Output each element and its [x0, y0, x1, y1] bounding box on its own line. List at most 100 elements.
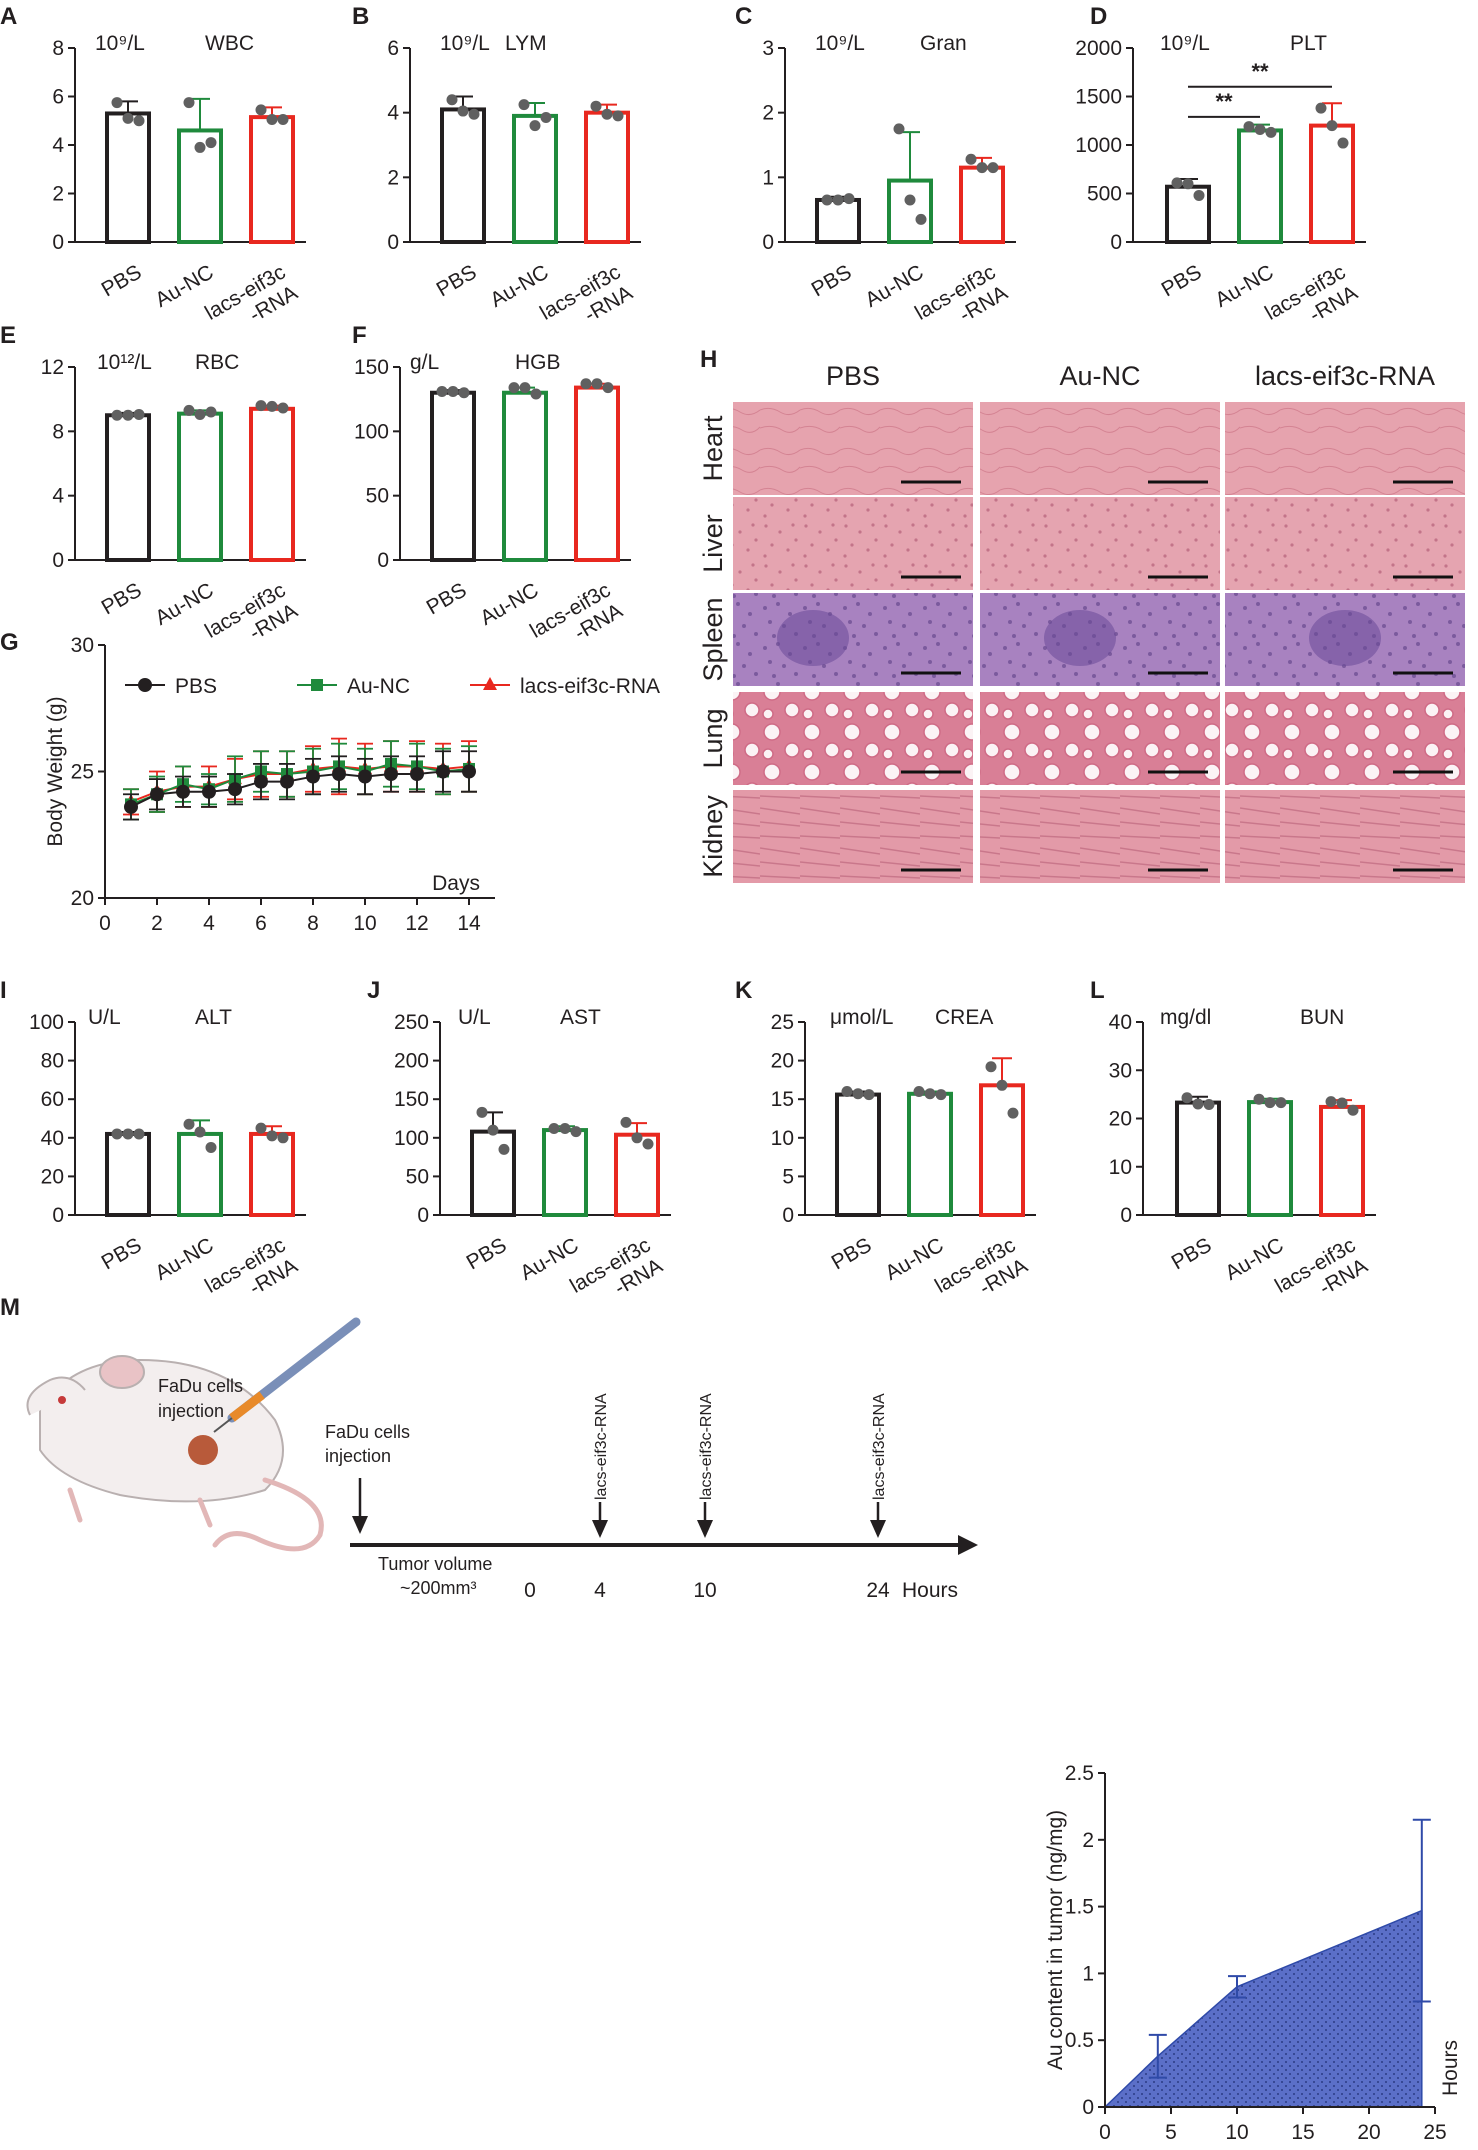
category-label-I-2: lacs-eif3c-RNA: [201, 1234, 301, 1300]
bar-L-0: [1175, 1100, 1221, 1218]
histology-column-label-0: PBS: [826, 361, 880, 391]
panel-letter-H: H: [700, 346, 717, 373]
panel-letter-K: K: [735, 977, 753, 1004]
y-tick-label: 0: [1082, 2096, 1094, 2119]
y-tick-label: 1: [762, 166, 774, 189]
x-tick-label: 2: [151, 912, 163, 935]
panel-letter-M: M: [0, 1294, 20, 1321]
bar-F-1: [502, 390, 548, 562]
series-point-pbs: [254, 774, 268, 789]
data-point: [133, 1128, 145, 1140]
data-point: [852, 1088, 864, 1100]
data-point: [904, 194, 916, 206]
category-label-E-2: lacs-eif3c-RNA: [201, 579, 301, 645]
unit-label-D: 10⁹/L: [1160, 32, 1210, 55]
injection-label-line1: FaDu cells: [325, 1422, 410, 1442]
x-tick-label: 14: [457, 912, 481, 935]
y-tick-label: 0: [52, 549, 64, 572]
y-tick-label: 10: [1109, 1156, 1132, 1179]
y-tick-label: 5: [782, 1165, 794, 1188]
dose-label-0: lacs-eif3c-RNA: [593, 1393, 610, 1500]
data-point: [843, 193, 855, 205]
legend-marker: [311, 679, 323, 691]
histology-image-liver-1: [980, 497, 1220, 590]
data-point: [518, 99, 530, 111]
legend-G: PBS Au-NC lacs-eif3c-RNA: [125, 675, 660, 698]
y-tick-label: 0: [1110, 231, 1122, 254]
dose-arrow-head: [697, 1520, 713, 1538]
x-tick-label: 15: [1291, 2121, 1314, 2144]
y-tick-label: 6: [387, 37, 399, 60]
y-tick-label: 2.5: [1065, 1762, 1094, 1785]
category-label-J-0: PBS: [463, 1234, 511, 1275]
y-tick-label: 2: [387, 166, 399, 189]
data-point: [447, 385, 459, 397]
bar-C-2: [959, 165, 1005, 244]
y-tick-label: 150: [394, 1088, 429, 1111]
category-text: PBS: [828, 1234, 876, 1275]
histology-row-label-4: Kidney: [698, 795, 728, 878]
y-tick-label: 1000: [1075, 134, 1122, 157]
timeline-tick-label-3: 24: [866, 1579, 890, 1602]
x-tick-label: 10: [353, 912, 376, 935]
data-point: [205, 1141, 217, 1153]
series-point-pbs: [410, 767, 424, 782]
category-label-L-0: PBS: [1168, 1234, 1216, 1275]
data-point: [1253, 1093, 1265, 1105]
data-point: [1171, 177, 1183, 189]
data-point: [965, 153, 977, 165]
y-tick-label: 0: [52, 231, 64, 254]
bar-I-0: [105, 1131, 151, 1217]
data-point: [548, 1123, 560, 1135]
data-point: [985, 1061, 997, 1073]
y-tick-label: 25: [71, 761, 94, 784]
histology-image-lung-2: [1225, 692, 1465, 785]
y-tick-label: 100: [354, 420, 389, 443]
histology-image-liver-2: [1225, 497, 1465, 590]
data-point: [1325, 1096, 1337, 1108]
data-point: [183, 1118, 195, 1130]
y-tick-label: 40: [41, 1127, 64, 1150]
panel-letter-G: G: [0, 629, 19, 656]
arrow-head: [352, 1516, 368, 1534]
category-label-K-2: lacs-eif3c-RNA: [931, 1234, 1031, 1300]
spleen-follicle: [1044, 610, 1116, 666]
histology-image-heart-0: [733, 402, 973, 495]
unit-label-B: 10⁹/L: [440, 32, 490, 55]
data-point: [841, 1085, 853, 1097]
data-point: [530, 388, 542, 400]
data-point: [620, 1116, 632, 1128]
tumor-size-label: ~200mm³: [400, 1578, 477, 1598]
data-point: [1193, 189, 1205, 201]
bar-F-0: [430, 390, 476, 562]
data-point: [1182, 178, 1194, 190]
bar-C-1: [887, 178, 933, 244]
data-point: [1275, 1097, 1287, 1109]
spleen-follicle: [777, 610, 849, 666]
y-tick-label: 0: [762, 231, 774, 254]
data-point: [559, 1123, 571, 1135]
category-label-F-2: lacs-eif3c-RNA: [526, 579, 626, 645]
y-tick-label: 8: [52, 420, 64, 443]
x-tick-label: 8: [307, 912, 319, 935]
histology-column-label-1: Au-NC: [1059, 361, 1140, 391]
data-point: [266, 114, 278, 126]
category-label-L-2: lacs-eif3c-RNA: [1271, 1234, 1371, 1300]
y-axis-label-M: Au content in tumor (ng/mg): [1044, 1810, 1067, 2070]
bar-A-0: [105, 111, 151, 244]
data-point: [205, 137, 217, 149]
unit-label-I: U/L: [88, 1006, 121, 1029]
series-point-pbs: [228, 782, 242, 797]
x-tick-label: 0: [1099, 2121, 1111, 2144]
dose-label-2: lacs-eif3c-RNA: [871, 1393, 888, 1500]
histology-image-liver-0: [733, 497, 973, 590]
syringe-needle: [213, 1417, 233, 1433]
histology-row-label-0: Heart: [698, 415, 728, 482]
